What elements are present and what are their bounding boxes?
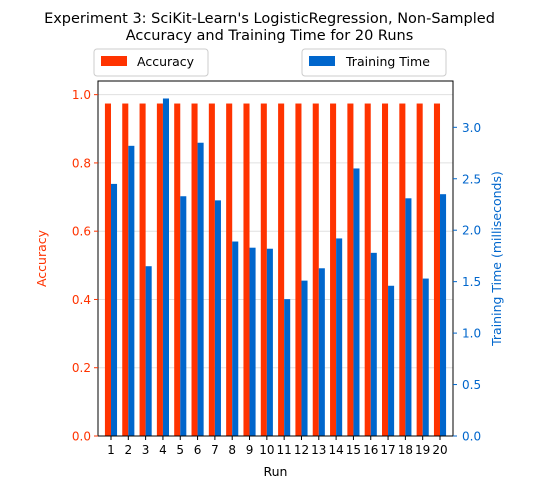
right-tick-label: 2.5 (462, 172, 481, 186)
legend-label: Accuracy (137, 54, 195, 69)
x-tick-label: 8 (228, 443, 236, 457)
accuracy-bar (260, 103, 267, 437)
x-tick-label: 20 (432, 443, 447, 457)
accuracy-bar (295, 103, 302, 437)
accuracy-bar (122, 103, 129, 437)
bars (104, 98, 447, 437)
chart-title-line: Experiment 3: SciKit-Learn's LogisticReg… (44, 11, 495, 27)
training-time-bar (405, 198, 412, 436)
accuracy-bar (278, 103, 285, 437)
accuracy-bar (347, 103, 354, 437)
x-tick-label: 18 (398, 443, 413, 457)
right-tick-label: 1.0 (462, 327, 481, 341)
training-time-bar (301, 280, 308, 436)
right-tick-label: 3.0 (462, 121, 481, 135)
accuracy-bar (330, 103, 337, 437)
x-tick-label: 12 (294, 443, 309, 457)
right-axis-label: Training Time (milliseconds) (489, 171, 504, 347)
accuracy-bar (382, 103, 389, 437)
x-tick-label: 10 (259, 443, 274, 457)
accuracy-bar (208, 103, 215, 437)
x-tick-label: 13 (311, 443, 326, 457)
left-tick-label: 0.2 (72, 361, 91, 375)
training-time-bar (353, 168, 360, 436)
right-tick-label: 0.5 (462, 378, 481, 392)
right-tick-label: 1.5 (462, 275, 481, 289)
training-time-bar (162, 98, 169, 437)
accuracy-bar (226, 103, 233, 437)
x-tick-label: 3 (142, 443, 150, 457)
x-tick-label: 9 (246, 443, 254, 457)
accuracy-bar (416, 103, 423, 437)
x-tick-label: 17 (380, 443, 395, 457)
x-tick-label: 14 (328, 443, 343, 457)
x-tick-label: 19 (415, 443, 430, 457)
training-time-bar (440, 194, 447, 436)
left-tick-label: 0.4 (72, 293, 91, 307)
left-tick-label: 1.0 (72, 88, 91, 102)
accuracy-bar (312, 103, 319, 437)
accuracy-bar (399, 103, 406, 437)
x-axis: 1 2 3 4 5 6 7 8 9 10 11 12 13 14 15 16 17 18 19 20 (107, 436, 448, 457)
x-tick-label: 16 (363, 443, 378, 457)
legend-swatch (101, 56, 127, 66)
training-time-bar (232, 241, 239, 436)
accuracy-bar (433, 103, 441, 437)
left-tick-label: 0.8 (72, 156, 91, 170)
x-tick-label: 1 (107, 443, 115, 457)
training-time-bar (370, 252, 377, 436)
x-axis-label: Run (264, 464, 288, 479)
x-tick-label: 15 (346, 443, 361, 457)
left-axis: 0.0 0.2 0.4 0.6 0.8 1.0 (72, 88, 98, 444)
training-time-bar (197, 142, 204, 436)
x-tick-label: 5 (176, 443, 184, 457)
legend-box (301, 48, 447, 77)
x-tick-label: 4 (159, 443, 167, 457)
training-time-bar (180, 196, 187, 436)
training-time-bar (336, 238, 343, 436)
plot-frame (97, 80, 454, 437)
chart-title: Experiment 3: SciKit-Learn's LogisticReg… (44, 11, 495, 44)
legend-label: Training Time (345, 54, 430, 69)
accuracy-bar (139, 103, 146, 437)
legend-accuracy: Accuracy (93, 48, 209, 77)
right-tick-label: 2.0 (462, 224, 481, 238)
accuracy-bar (364, 103, 371, 437)
accuracy-bar (174, 103, 181, 437)
x-tick-label: 6 (194, 443, 202, 457)
accuracy-bar (243, 103, 250, 437)
training-time-bar (422, 278, 429, 436)
training-time-bar (249, 247, 256, 436)
left-axis-label: Accuracy (34, 229, 49, 287)
x-tick-label: 11 (277, 443, 292, 457)
right-axis: 0.0 0.5 1.0 1.5 2.0 2.5 3.0 (453, 121, 481, 444)
chart-title-line: Accuracy and Training Time for 20 Runs (126, 28, 414, 44)
training-time-bar (145, 266, 152, 436)
legend-training-time: Training Time (301, 48, 447, 77)
x-tick-label: 7 (211, 443, 219, 457)
legend-swatch (309, 56, 335, 66)
legends: Accuracy Training Time (93, 48, 447, 77)
left-tick-label: 0.6 (72, 225, 91, 239)
training-time-bar (266, 248, 273, 436)
training-time-bar (214, 200, 221, 436)
accuracy-bar (104, 103, 111, 437)
training-time-bar (388, 285, 395, 436)
accuracy-bar (191, 103, 198, 437)
training-time-bar (128, 145, 135, 436)
training-time-bar (110, 183, 118, 436)
training-time-bar (318, 268, 325, 436)
x-tick-label: 2 (124, 443, 132, 457)
legend-box (93, 48, 209, 77)
accuracy-bar (156, 103, 163, 437)
training-time-bar (284, 299, 291, 436)
right-tick-label: 0.0 (462, 430, 481, 444)
left-tick-label: 0.0 (72, 430, 91, 444)
